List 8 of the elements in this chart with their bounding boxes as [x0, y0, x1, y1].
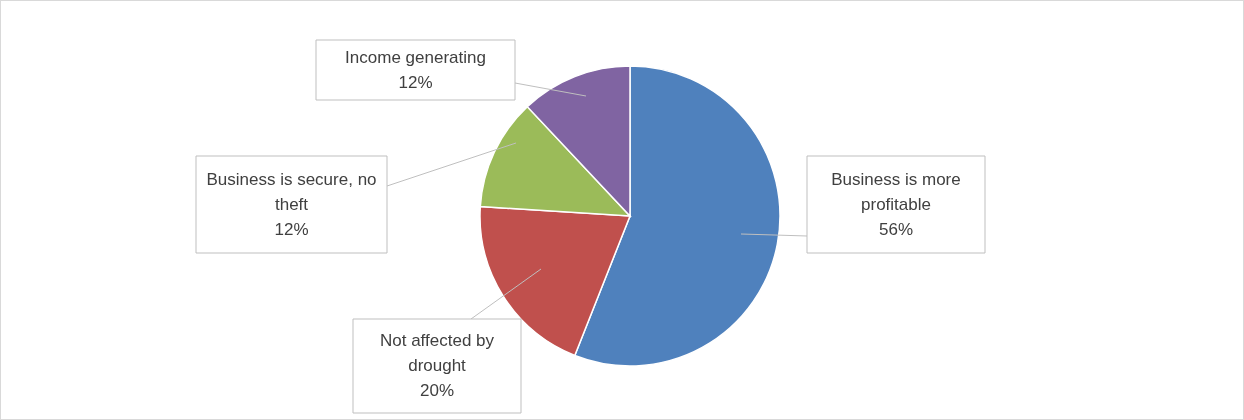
data-label: 20%: [419, 381, 455, 400]
data-label: 12%: [398, 72, 433, 92]
slice-label: Not affected by drought: [379, 331, 495, 375]
slice-label: Income generating: [345, 47, 486, 67]
data-label: 56%: [878, 219, 914, 239]
slice-label: Business is secure, no theft: [206, 169, 377, 214]
slice-label: Business is more profitable: [831, 169, 961, 214]
data-label: 12%: [274, 219, 309, 239]
